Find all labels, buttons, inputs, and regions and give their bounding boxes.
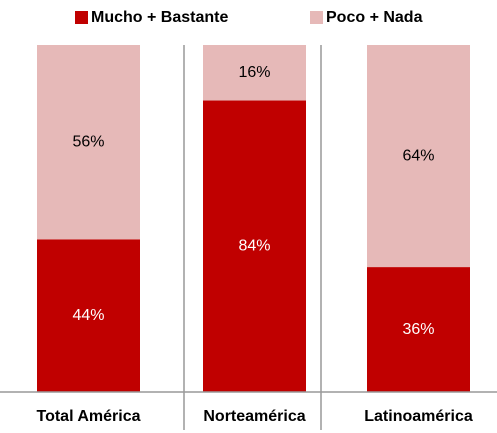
x-tick-label: Total América (36, 408, 140, 425)
x-tick-label: Latinoamérica (364, 408, 473, 425)
x-tick-label: Norteamérica (203, 408, 305, 425)
bar-segment (37, 45, 140, 240)
data-label: 36% (402, 321, 434, 338)
legend-label: Poco + Nada (326, 9, 423, 26)
legend-swatch (75, 11, 88, 24)
data-label: 84% (238, 237, 270, 254)
data-label: 56% (72, 133, 104, 150)
legend-swatch (310, 11, 323, 24)
bar-segment (367, 45, 470, 268)
bar-segment (37, 239, 140, 392)
data-label: 64% (402, 147, 434, 164)
bar-segment (203, 100, 306, 393)
data-label: 16% (238, 64, 270, 81)
bar-segment (367, 267, 470, 392)
bar-segment (203, 45, 306, 101)
data-label: 44% (72, 307, 104, 324)
legend-label: Mucho + Bastante (91, 9, 228, 26)
